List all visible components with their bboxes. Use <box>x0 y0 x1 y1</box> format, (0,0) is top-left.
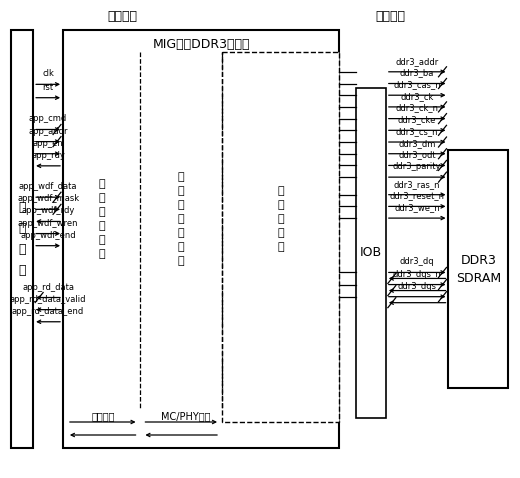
Text: 物理接口: 物理接口 <box>376 10 406 22</box>
Bar <box>222 52 339 422</box>
Text: ddr3_addr: ddr3_addr <box>396 57 439 66</box>
Text: app_wdf_rdy: app_wdf_rdy <box>21 206 75 216</box>
Text: ddr3_dq: ddr3_dq <box>400 258 435 266</box>
Text: ddr3_odt: ddr3_odt <box>398 151 436 160</box>
Text: ddr3_dqs: ddr3_dqs <box>398 282 437 291</box>
Text: app_wdf_wren: app_wdf_wren <box>18 218 79 228</box>
Text: ddr3_reset_n: ddr3_reset_n <box>389 191 445 200</box>
Text: DDR3
SDRAM: DDR3 SDRAM <box>456 253 501 284</box>
Bar <box>63 30 339 448</box>
Text: app_rd_data: app_rd_data <box>22 282 74 292</box>
Text: app_rdy: app_rdy <box>31 151 65 160</box>
Text: app_wdf_data: app_wdf_data <box>19 182 77 191</box>
Text: ddr3_dqs_n: ddr3_dqs_n <box>393 270 441 279</box>
Text: MC/PHY接口: MC/PHY接口 <box>161 411 211 421</box>
Text: ddr3_ba: ddr3_ba <box>400 68 434 77</box>
Text: ddr3_ck: ddr3_ck <box>400 92 434 101</box>
Bar <box>11 30 33 448</box>
Text: ddr3_cas_n: ddr3_cas_n <box>393 80 441 89</box>
Text: rst: rst <box>43 83 54 92</box>
Text: 本地接口: 本地接口 <box>92 411 115 421</box>
Text: ddr3_parity: ddr3_parity <box>393 162 441 171</box>
Text: app_rd_data_valid: app_rd_data_valid <box>10 294 86 304</box>
Text: app_cmd: app_cmd <box>29 115 67 123</box>
Text: ddr3_we_n: ddr3_we_n <box>394 203 440 212</box>
Text: 用
户
设
计: 用 户 设 计 <box>19 201 26 277</box>
Text: ddr3_ck_n: ddr3_ck_n <box>396 104 439 113</box>
Text: IOB: IOB <box>360 247 382 260</box>
Text: MIG生成DDR3控制器: MIG生成DDR3控制器 <box>152 37 250 51</box>
Text: app_wdf_end: app_wdf_end <box>20 231 76 239</box>
Text: clk: clk <box>42 69 54 78</box>
Bar <box>448 150 508 388</box>
Text: ddr3_cke: ddr3_cke <box>398 115 436 124</box>
Bar <box>356 88 386 418</box>
Text: app_en: app_en <box>33 139 63 148</box>
Text: ddr3_ras_n: ddr3_ras_n <box>394 180 440 189</box>
Text: app_rd_data_end: app_rd_data_end <box>12 307 84 316</box>
Text: app_wdf_mask: app_wdf_mask <box>17 195 79 203</box>
Text: app_addr: app_addr <box>28 127 68 136</box>
Text: 用
户
接
口
模
块: 用 户 接 口 模 块 <box>98 179 105 259</box>
Text: 用户接口: 用户接口 <box>108 10 138 22</box>
Text: ddr3_dm: ddr3_dm <box>398 139 436 148</box>
Text: ddr3_cs_n: ddr3_cs_n <box>396 127 438 136</box>
Text: 物
理
层
模
块: 物 理 层 模 块 <box>277 186 284 252</box>
Text: 内
存
控
制
器
模
块: 内 存 控 制 器 模 块 <box>178 172 185 266</box>
